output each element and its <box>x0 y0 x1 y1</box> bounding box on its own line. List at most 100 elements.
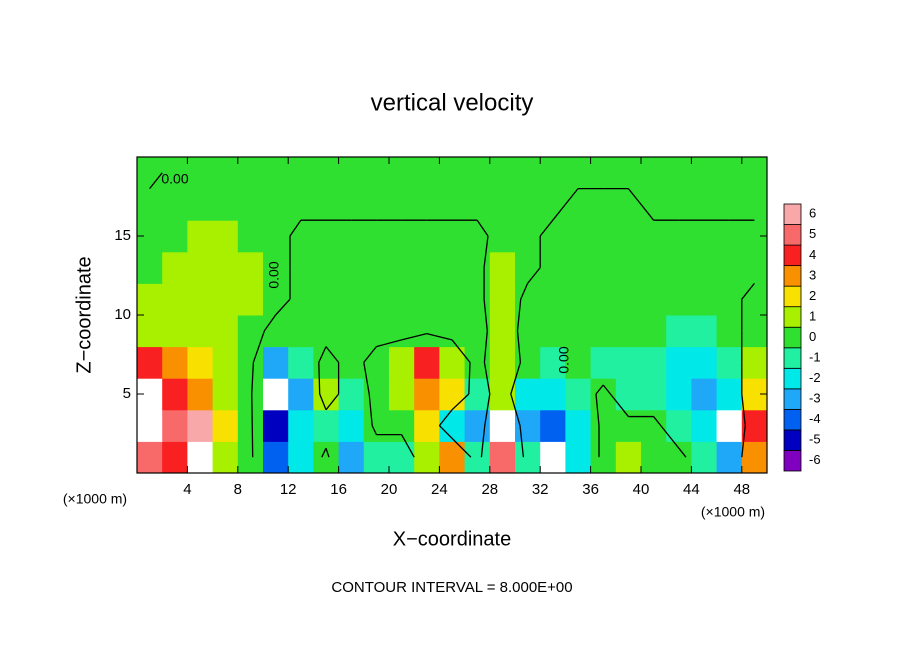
cell <box>363 188 390 221</box>
cell <box>741 441 768 474</box>
cell <box>666 346 692 379</box>
cell <box>741 283 768 316</box>
cell <box>590 157 617 190</box>
contour-line <box>363 362 370 395</box>
contour-line <box>368 393 373 426</box>
cell <box>515 315 541 348</box>
cell <box>338 157 365 190</box>
cell <box>439 188 466 221</box>
colorbar-label: -2 <box>809 370 821 385</box>
x-tick-label: 40 <box>633 481 650 498</box>
cell <box>414 346 440 379</box>
colorbar-label: 0 <box>809 329 816 344</box>
cell <box>414 251 440 284</box>
cell <box>590 378 617 411</box>
cell <box>137 315 163 348</box>
cell <box>615 441 642 474</box>
cell <box>716 220 743 253</box>
contour-line <box>401 333 427 341</box>
contour-line <box>451 437 472 458</box>
y-axis-label: Z−coordinate <box>73 256 95 373</box>
cell <box>565 441 592 474</box>
cell <box>263 441 289 474</box>
colorbar-swatch <box>783 203 802 225</box>
cell <box>212 251 239 284</box>
x-tick-label: 44 <box>683 481 700 498</box>
contour-line <box>325 447 330 458</box>
cell <box>389 409 415 442</box>
cell <box>641 441 667 474</box>
contour-line <box>516 299 522 331</box>
cell <box>162 441 188 474</box>
cell <box>489 188 516 221</box>
cell <box>615 315 642 348</box>
cell <box>212 283 239 316</box>
cell <box>615 409 642 442</box>
cell <box>363 220 390 253</box>
cell <box>389 220 415 253</box>
cell <box>615 220 642 253</box>
cell <box>716 441 743 474</box>
cell <box>489 220 516 253</box>
cell <box>212 409 239 442</box>
cell <box>338 188 365 221</box>
cell <box>565 251 592 284</box>
cell <box>691 251 718 284</box>
cell <box>263 283 289 316</box>
cell <box>666 188 692 221</box>
cell <box>615 283 642 316</box>
cell <box>741 315 768 348</box>
contour-line <box>552 203 566 221</box>
contour-line <box>363 346 377 363</box>
cell <box>263 346 289 379</box>
cell <box>515 157 541 190</box>
cell <box>338 378 365 411</box>
cell <box>691 188 718 221</box>
cell <box>691 378 718 411</box>
cell <box>414 441 440 474</box>
cell <box>565 220 592 253</box>
contour-line <box>263 314 277 332</box>
cell <box>263 157 289 190</box>
contour-line <box>480 425 486 458</box>
cell <box>212 157 239 190</box>
colorbar-swatch <box>783 367 802 390</box>
x-tick-label: 28 <box>481 481 498 498</box>
cell <box>338 346 365 379</box>
cell <box>540 315 566 348</box>
contour-line <box>325 393 340 411</box>
cell <box>666 283 692 316</box>
cell <box>162 188 188 221</box>
cell <box>489 346 516 379</box>
cell <box>263 378 289 411</box>
contour-line <box>741 393 746 426</box>
cell <box>187 157 214 190</box>
x-axis-label: X−coordinate <box>393 528 511 550</box>
cell <box>716 409 743 442</box>
cell <box>313 409 340 442</box>
cell <box>288 409 314 442</box>
contour-line <box>510 393 521 426</box>
colorbar-swatch <box>783 265 802 287</box>
colorbar-swatch <box>783 347 802 369</box>
cell <box>414 283 440 316</box>
cell <box>565 188 592 221</box>
colorbar-swatch <box>783 408 802 431</box>
cell <box>288 251 314 284</box>
cell <box>414 409 440 442</box>
footnote: CONTOUR INTERVAL = 8.000E+00 <box>331 579 572 596</box>
contour-line <box>653 416 662 427</box>
field <box>137 157 768 474</box>
cell <box>187 283 214 316</box>
cell <box>666 315 692 348</box>
cell <box>237 220 264 253</box>
cell <box>590 251 617 284</box>
cell <box>615 188 642 221</box>
cell <box>363 315 390 348</box>
cell <box>515 378 541 411</box>
contour-label: 0.00 <box>161 171 188 187</box>
cell <box>137 251 163 284</box>
contour-line <box>609 393 629 417</box>
cell <box>515 441 541 474</box>
cell <box>237 251 264 284</box>
